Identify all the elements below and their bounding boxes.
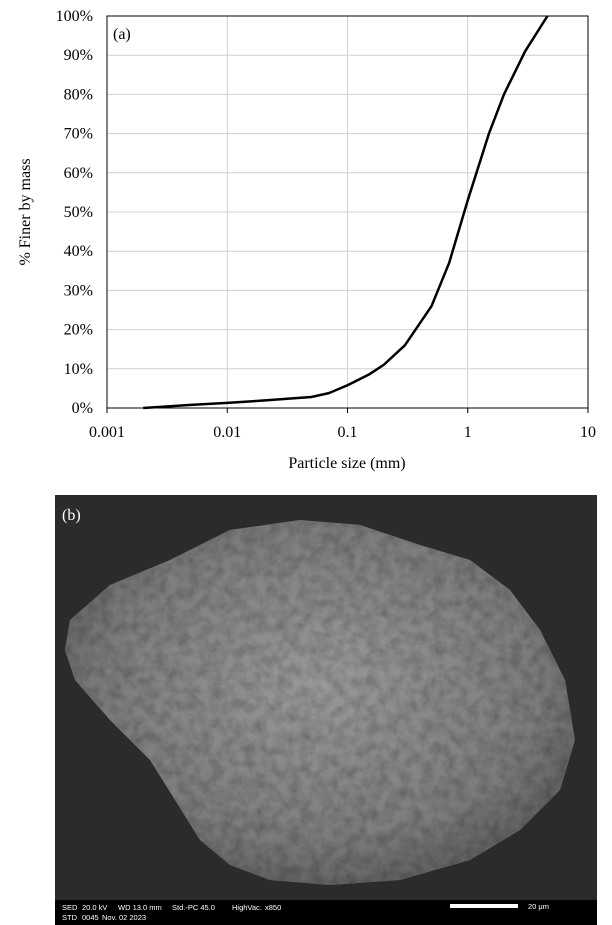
panel-label: (a)	[113, 26, 131, 43]
info-text: Nov. 02 2023	[102, 913, 146, 922]
x-axis-label: Particle size (mm)	[288, 455, 405, 472]
y-tick-label: 20%	[64, 322, 93, 339]
x-tick-label: 0.001	[89, 424, 125, 441]
scale-bar-label: 20 μm	[528, 902, 549, 911]
x-tick-label: 0.01	[213, 424, 241, 441]
y-tick-label: 40%	[64, 243, 93, 260]
scale-bar	[450, 904, 518, 908]
info-text: x850	[265, 903, 281, 912]
info-text: WD 13.0 mm	[118, 903, 162, 912]
plot-frame	[106, 15, 589, 409]
x-tick-label: 10	[580, 424, 596, 441]
info-text: STD	[62, 913, 78, 922]
panel-label: (b)	[62, 507, 81, 524]
y-tick-label: 50%	[64, 204, 93, 221]
info-text: 20.0 kV	[82, 903, 107, 912]
data-line	[143, 15, 549, 410]
info-text: 0045	[82, 913, 99, 922]
y-tick-label: 60%	[64, 165, 93, 182]
y-tick-label: 10%	[64, 361, 93, 378]
y-tick-label: 0%	[72, 400, 93, 417]
y-axis-label: % Finer by mass	[17, 158, 34, 265]
x-tick-label: 0.1	[338, 424, 358, 441]
y-tick-label: 90%	[64, 47, 93, 64]
x-tick-label: 1	[464, 424, 472, 441]
particle	[65, 520, 575, 885]
y-tick-label: 70%	[64, 126, 93, 143]
y-tick-label: 80%	[64, 86, 93, 103]
sem-image: (b) 20 μm SED 20.0 kV WD 13.0 mm Std.-PC 45…	[55, 495, 597, 925]
info-text: SED	[62, 903, 78, 912]
y-tick-label: 30%	[64, 282, 93, 299]
chart: (a) Particle size (mm) % Finer by mass 0…	[17, 8, 596, 472]
y-tick-label: 100%	[56, 8, 93, 25]
info-text: Std.-PC 45.0	[172, 903, 215, 912]
info-text: HighVac.	[232, 903, 262, 912]
